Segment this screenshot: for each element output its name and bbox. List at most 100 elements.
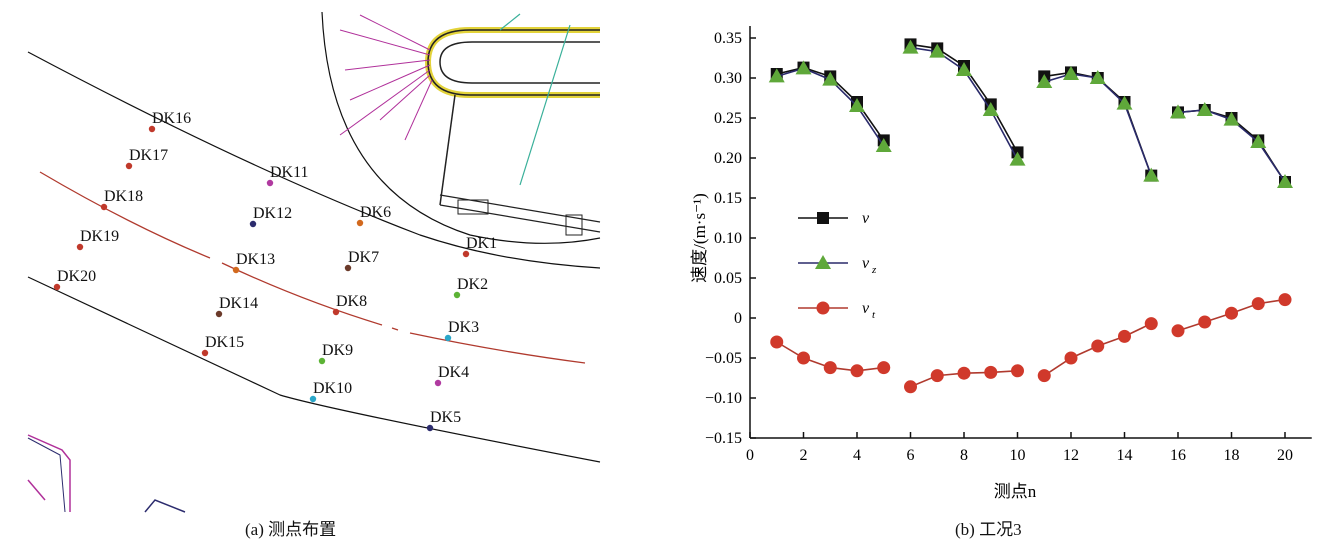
data-point bbox=[1011, 364, 1024, 378]
x-tick-label: 6 bbox=[907, 447, 915, 464]
measure-point-dk11 bbox=[266, 179, 274, 187]
series-line-segment bbox=[776, 67, 885, 147]
measure-point-dk1 bbox=[462, 250, 470, 258]
data-point bbox=[1279, 176, 1291, 188]
measure-point-label: DK18 bbox=[104, 188, 143, 205]
measure-point-label: DK16 bbox=[152, 110, 191, 127]
measure-point-dk2 bbox=[453, 291, 461, 299]
measure-point-label: DK7 bbox=[348, 249, 379, 266]
data-point bbox=[824, 70, 837, 83]
data-point bbox=[1064, 351, 1078, 365]
data-point bbox=[770, 68, 783, 80]
measure-point-label: DK20 bbox=[57, 268, 96, 285]
data-point bbox=[1223, 111, 1240, 126]
red-line bbox=[39, 171, 586, 364]
x-tick-label: 2 bbox=[800, 447, 808, 464]
series-line-segment bbox=[1044, 71, 1153, 176]
series-line-segment bbox=[1044, 73, 1152, 176]
data-point bbox=[797, 61, 810, 74]
data-point bbox=[1198, 104, 1211, 116]
data-point bbox=[1118, 96, 1131, 108]
measure-point-dk13 bbox=[232, 266, 240, 274]
data-point bbox=[956, 62, 972, 76]
data-point bbox=[1170, 104, 1186, 119]
x-tick-label: 8 bbox=[960, 447, 968, 464]
measure-point-label: DK17 bbox=[129, 147, 168, 164]
y-axis-label: 速度/(m·s⁻¹) bbox=[690, 193, 709, 283]
y-tick-label: −0.10 bbox=[705, 390, 742, 407]
data-point bbox=[902, 39, 919, 54]
measure-point-label: DK2 bbox=[457, 276, 488, 293]
x-tick-label: 16 bbox=[1170, 447, 1186, 464]
data-point bbox=[877, 361, 891, 375]
site-layout-map: DK1 DK2 DK3 DK4 DK5 DK6 DK7 DK8 DK9 DK10 DK11 DK12 D… bbox=[27, 11, 601, 513]
legend-marker-circle bbox=[816, 301, 830, 315]
legend-label-subscript: z bbox=[871, 264, 877, 276]
measure-point-label: DK8 bbox=[336, 293, 367, 310]
data-point bbox=[823, 361, 837, 375]
measure-point-label: DK13 bbox=[236, 251, 275, 268]
data-point bbox=[797, 351, 810, 365]
measure-point-label: DK19 bbox=[80, 228, 119, 245]
data-point bbox=[795, 60, 812, 75]
data-point bbox=[1036, 74, 1053, 88]
data-point bbox=[1250, 134, 1267, 148]
data-point bbox=[851, 96, 863, 108]
data-point bbox=[929, 43, 946, 58]
series-line-segment bbox=[1177, 109, 1286, 183]
measure-point-label: DK4 bbox=[438, 364, 469, 381]
measure-point-dk16 bbox=[148, 125, 156, 133]
measure-point-dk17 bbox=[125, 162, 133, 170]
data-point bbox=[1172, 106, 1184, 119]
data-point bbox=[982, 102, 999, 116]
measure-point-dk19 bbox=[76, 243, 84, 251]
data-point bbox=[904, 380, 917, 394]
data-point bbox=[957, 366, 971, 380]
measure-point-dk4 bbox=[434, 379, 442, 387]
data-point bbox=[875, 138, 892, 152]
y-tick-label: 0.10 bbox=[714, 230, 742, 247]
data-point bbox=[850, 364, 864, 378]
series-vt bbox=[770, 293, 1292, 394]
data-point bbox=[1225, 112, 1238, 124]
legend-label: v bbox=[862, 255, 870, 272]
measure-point-label: DK1 bbox=[466, 235, 497, 252]
legend-label: v bbox=[862, 300, 870, 317]
data-point bbox=[1252, 134, 1265, 147]
data-point bbox=[1196, 102, 1213, 116]
measure-point-dk9 bbox=[318, 357, 326, 365]
measure-point-label: DK14 bbox=[219, 295, 258, 312]
series-line-segment bbox=[776, 66, 885, 141]
data-point bbox=[1144, 317, 1158, 331]
measure-point-dk15 bbox=[201, 349, 209, 357]
measure-point-dk5 bbox=[426, 424, 434, 432]
series-line-segment bbox=[910, 43, 1019, 153]
x-tick-label: 10 bbox=[1010, 447, 1026, 464]
measure-point-dk12 bbox=[249, 220, 257, 228]
y-tick-label: −0.05 bbox=[705, 350, 742, 367]
measure-point-dk10 bbox=[309, 395, 317, 403]
data-point bbox=[931, 42, 944, 55]
measure-point-dk7 bbox=[344, 264, 352, 272]
data-point bbox=[1063, 66, 1079, 80]
legend-label: v bbox=[862, 210, 870, 227]
legend-marker-triangle bbox=[815, 255, 831, 269]
legend-label-subscript: t bbox=[872, 309, 876, 321]
legend-marker-square bbox=[817, 212, 829, 224]
x-tick-label: 0 bbox=[746, 447, 754, 464]
data-point bbox=[1091, 72, 1104, 84]
series-vz bbox=[768, 39, 1293, 188]
measure-point-label: DK15 bbox=[205, 334, 244, 351]
y-tick-label: 0.25 bbox=[714, 110, 742, 127]
series-line-segment bbox=[776, 341, 884, 372]
data-point bbox=[1251, 297, 1265, 311]
upper-boundary-line bbox=[27, 51, 601, 269]
measure-point-dk6 bbox=[356, 219, 364, 227]
y-tick-label: 0.05 bbox=[714, 270, 742, 287]
series-line-segment bbox=[910, 370, 1018, 388]
data-point bbox=[1278, 293, 1292, 307]
data-point bbox=[1009, 151, 1026, 166]
y-tick-label: 0 bbox=[734, 310, 742, 327]
measure-point-label: DK9 bbox=[322, 342, 353, 359]
